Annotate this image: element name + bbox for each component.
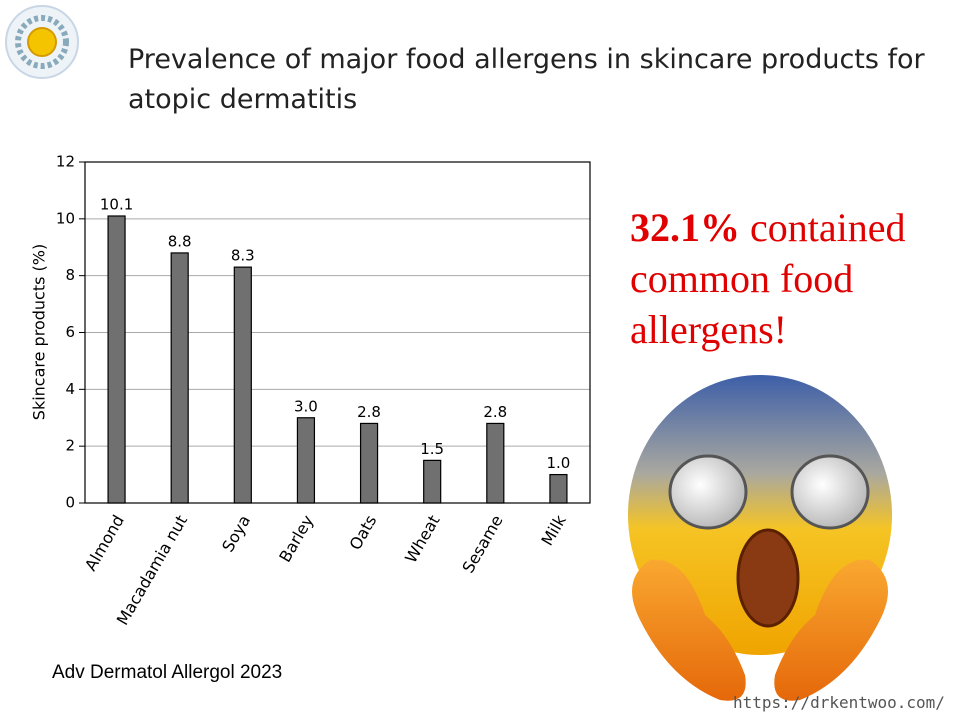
x-tick-label: Wheat	[401, 512, 443, 566]
bar	[359, 422, 379, 504]
value-label: 1.5	[420, 440, 444, 458]
url: https://drkentwoo.com/	[733, 693, 945, 712]
bar	[170, 252, 189, 504]
scream-emoji	[628, 375, 892, 701]
value-label: 1.0	[547, 454, 571, 472]
y-tick-label: 10	[56, 209, 75, 227]
value-label: 8.3	[231, 247, 255, 265]
y-axis-label: Skincare products (%)	[30, 244, 49, 420]
y-tick-label: 8	[65, 266, 75, 284]
x-tick-label: Almond	[81, 512, 128, 574]
y-tick-label: 12	[56, 153, 75, 171]
bar	[233, 266, 252, 504]
chart-title: Prevalence of major food allergens in sk…	[128, 44, 925, 115]
bar	[107, 215, 126, 504]
value-label: 3.0	[294, 397, 318, 415]
y-tick-label: 2	[65, 437, 75, 455]
bar	[296, 417, 316, 504]
source: Adv Dermatol Allergol 2023	[52, 662, 283, 683]
value-label: 2.8	[357, 403, 381, 421]
bar	[549, 473, 568, 504]
x-tick-label: Oats	[345, 512, 380, 554]
y-tick-label: 6	[65, 323, 75, 341]
x-tick-label: Milk	[537, 511, 570, 549]
callout-highlight: 32.1%	[630, 205, 740, 250]
y-tick-label: 0	[65, 494, 75, 512]
callout: 32.1% contained common food allergens!	[630, 202, 940, 355]
value-label: 8.8	[168, 232, 192, 250]
x-tick-label: Soya	[218, 512, 254, 555]
x-tick-label: Sesame	[458, 512, 506, 577]
bar	[423, 459, 442, 504]
chart: Skincare products (%) 0 2 4 6 8 10 12 Almond 10.…	[30, 153, 591, 629]
y-tick-label: 4	[65, 380, 75, 398]
value-label: 2.8	[483, 403, 507, 421]
callout-text: contained common food allergens!	[630, 205, 906, 352]
x-tick-label: Barley	[275, 512, 317, 566]
bar	[486, 422, 505, 504]
plot-frame	[84, 161, 591, 504]
value-label: 10.1	[100, 195, 133, 213]
logo-icon	[5, 5, 79, 79]
x-tick-label: Macadamia nut	[113, 512, 191, 629]
